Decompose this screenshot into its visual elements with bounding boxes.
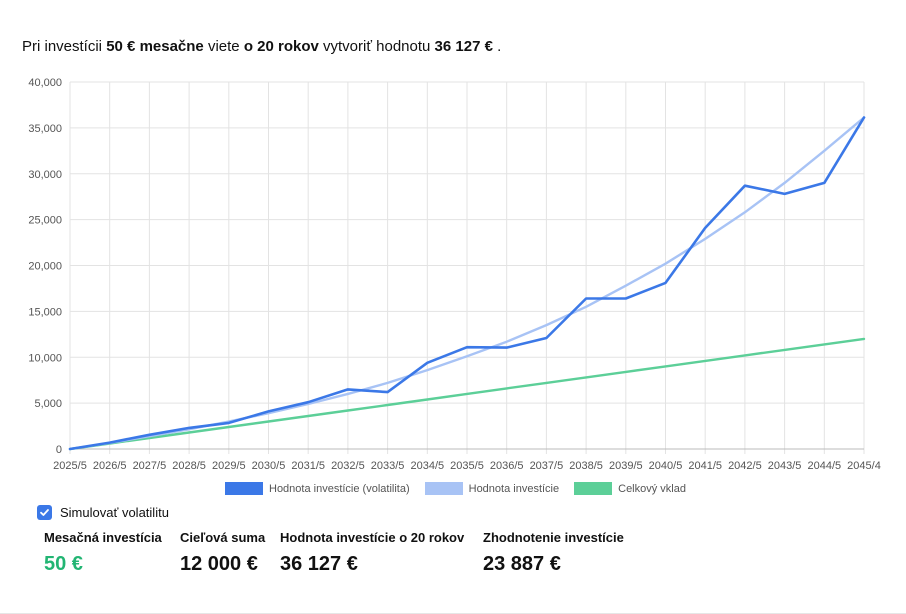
x-tick-label: 2045/4	[847, 460, 881, 470]
stat-label: Cieľová suma	[180, 530, 266, 545]
x-tick-label: 2030/5	[252, 460, 286, 470]
x-tick-label: 2027/5	[133, 460, 167, 470]
x-tick-label: 2036/5	[490, 460, 524, 470]
x-tick-label: 2038/5	[569, 460, 603, 470]
x-tick-label: 2039/5	[609, 460, 643, 470]
y-tick-label: 20,000	[28, 261, 62, 273]
y-tick-label: 30,000	[28, 169, 62, 181]
y-tick-label: 15,000	[28, 306, 62, 318]
y-tick-label: 0	[56, 444, 62, 456]
headline-years: o 20 rokov	[243, 38, 319, 55]
headline-after: vytvoriť hodnotu	[323, 38, 431, 55]
legend-swatch-smooth	[424, 482, 463, 495]
x-tick-label: 2033/5	[371, 460, 405, 470]
line-chart: 0 5,000 10,000 15,000 20,000 25,000 30,000 35,0…	[28, 77, 881, 470]
x-tick-label: 2032/5	[331, 460, 365, 470]
stat-target-sum: Cieľová suma 12 000 €	[180, 530, 265, 576]
series-line-volatile	[68, 116, 866, 451]
stat-value: 36 127 €	[280, 553, 358, 575]
stat-label: Hodnota investície o 20 rokov	[280, 530, 465, 545]
legend-item-deposit[interactable]: Celkový vklad	[574, 482, 686, 495]
stat-value: 23 887 €	[483, 553, 561, 575]
y-tick-label: 40,000	[28, 77, 62, 89]
stat-value-20-years: Hodnota investície o 20 rokov 36 127 €	[280, 530, 464, 576]
y-tick-label: 10,000	[28, 352, 62, 364]
x-tick-label: 2040/5	[649, 460, 683, 470]
x-tick-label: 2026/5	[93, 460, 127, 470]
x-tick-label: 2035/5	[450, 460, 484, 470]
legend-item-volatile[interactable]: Hodnota investície (volatilita)	[225, 482, 410, 495]
legend-item-smooth[interactable]: Hodnota investície	[424, 482, 560, 495]
x-tick-label: 2034/5	[410, 460, 444, 470]
x-tick-label: 2025/5	[53, 460, 87, 470]
stat-value: 50 €	[44, 553, 83, 575]
chart-legend: Hodnota investície (volatilita) Hodnota …	[0, 482, 906, 495]
stat-monthly-investment: Mesačná investícia 50 €	[44, 530, 162, 576]
x-tick-label: 2044/5	[807, 460, 841, 470]
headline-value: 36 127 €	[434, 38, 493, 55]
stat-label: Zhodnotenie investície	[483, 530, 624, 545]
y-tick-label: 25,000	[28, 215, 62, 227]
legend-swatch-volatile	[225, 482, 263, 495]
stat-appreciation: Zhodnotenie investície 23 887 €	[483, 530, 624, 576]
simulate-volatility-toggle[interactable]: Simulovať volatilitu	[37, 505, 169, 520]
headline-middle: viete	[207, 38, 240, 55]
y-tick-label: 35,000	[28, 123, 62, 135]
stat-value: 12 000 €	[180, 553, 258, 575]
simulate-label: Simulovať volatilitu	[60, 505, 169, 520]
legend-swatch-deposit	[574, 482, 613, 495]
stat-label: Mesačná investícia	[44, 530, 162, 545]
legend-label-volatile: Hodnota investície (volatilita)	[269, 482, 410, 495]
x-tick-label: 2028/5	[172, 460, 206, 470]
simulate-checkbox[interactable]	[37, 505, 52, 520]
x-tick-label: 2041/5	[688, 460, 722, 470]
x-tick-label: 2031/5	[291, 460, 325, 470]
legend-label-deposit: Celkový vklad	[618, 482, 686, 495]
checkmark-icon	[40, 509, 49, 516]
x-tick-label: 2037/5	[530, 460, 564, 470]
y-tick-label: 5,000	[34, 398, 62, 410]
headline-prefix: Pri investícii	[22, 38, 103, 55]
x-tick-label: 2029/5	[212, 460, 246, 470]
headline: Pri investícii 50 € mesačne viete o 20 r…	[22, 38, 501, 55]
x-tick-label: 2042/5	[728, 460, 762, 470]
headline-suffix: .	[497, 38, 502, 55]
headline-monthly: 50 € mesačne	[106, 38, 204, 55]
x-tick-label: 2043/5	[768, 460, 802, 470]
series-line-deposit	[68, 337, 866, 451]
legend-label-smooth: Hodnota investície	[468, 482, 560, 495]
